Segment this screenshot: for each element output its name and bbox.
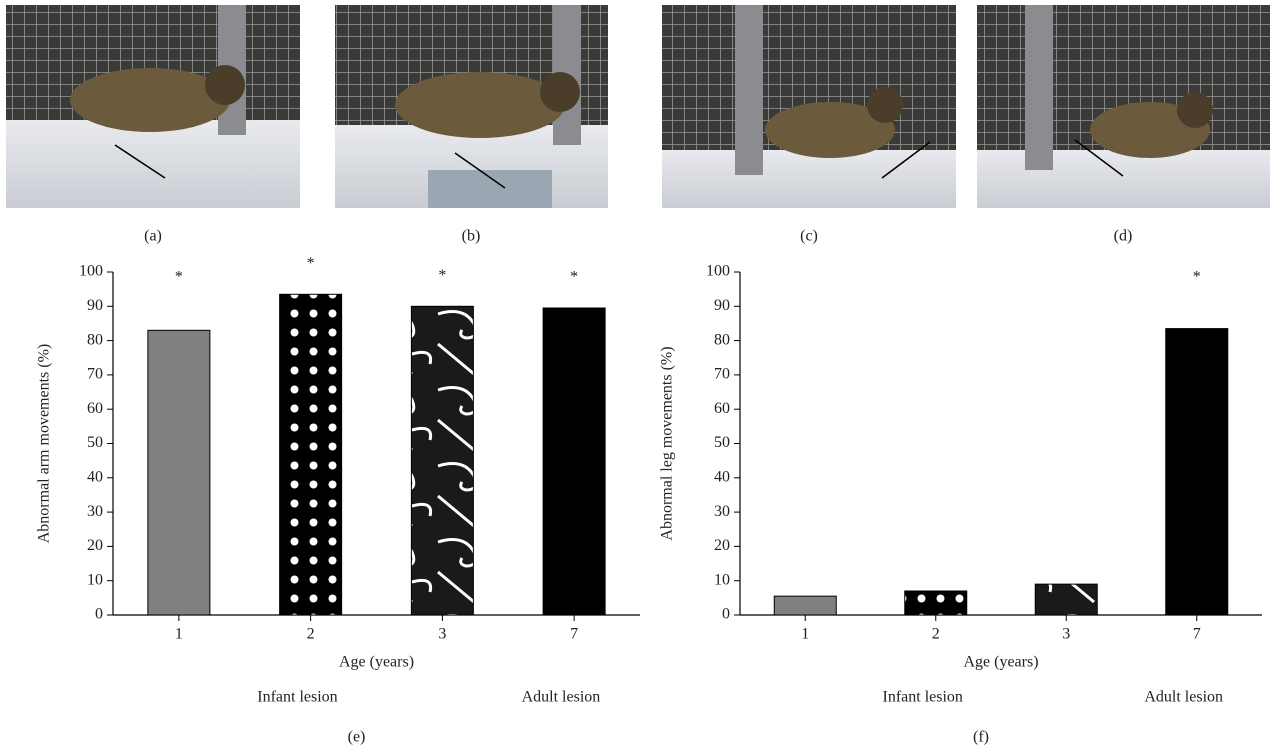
bar	[773, 595, 837, 616]
photo	[6, 5, 300, 208]
y-tick-label: 50	[87, 434, 103, 451]
x-tick-label: 7	[1193, 626, 1201, 643]
panel-label: (c)	[800, 228, 818, 245]
x-tick-label: 3	[438, 626, 446, 643]
photo	[662, 5, 956, 208]
group-label: Infant lesion	[882, 689, 962, 706]
y-tick-label: 70	[87, 366, 103, 383]
bar	[904, 590, 968, 616]
group-label: Infant lesion	[257, 689, 337, 706]
y-tick-label: 0	[95, 606, 103, 623]
x-tick-label: 3	[1062, 626, 1070, 643]
y-tick-label: 40	[714, 468, 730, 485]
x-tick-label: 7	[570, 626, 578, 643]
y-tick-label: 100	[706, 263, 730, 280]
x-tick-label: 2	[932, 626, 940, 643]
x-axis-label: Age (years)	[339, 654, 414, 671]
group-label: Adult lesion	[522, 689, 601, 706]
y-tick-label: 10	[714, 571, 730, 588]
y-tick-label: 90	[714, 297, 730, 314]
y-tick-label: 30	[714, 503, 730, 520]
y-tick-label: 0	[722, 606, 730, 623]
group-label: Adult lesion	[1144, 689, 1223, 706]
panel-label: (f)	[973, 729, 989, 746]
bar	[542, 307, 606, 616]
panel-label: (e)	[348, 729, 366, 746]
y-tick-label: 80	[87, 331, 103, 348]
annotation: *	[307, 255, 315, 272]
annotation: *	[570, 269, 578, 286]
y-tick-label: 60	[714, 400, 730, 417]
y-tick-label: 40	[87, 468, 103, 485]
x-tick-label: 1	[801, 626, 809, 643]
annotation: *	[438, 267, 446, 284]
y-tick-label: 90	[87, 297, 103, 314]
panel-label: (a)	[144, 228, 162, 245]
annotation: *	[1193, 269, 1201, 286]
bar	[1034, 583, 1098, 616]
bar	[147, 329, 211, 616]
y-tick-label: 10	[87, 571, 103, 588]
y-tick-label: 70	[714, 366, 730, 383]
y-tick-label: 80	[714, 331, 730, 348]
x-tick-label: 1	[175, 626, 183, 643]
bar	[279, 293, 343, 616]
annotation: *	[175, 269, 183, 286]
y-tick-label: 60	[87, 400, 103, 417]
y-tick-label: 20	[87, 537, 103, 554]
bar	[1165, 328, 1229, 616]
panel-label: (d)	[1114, 228, 1133, 245]
y-tick-label: 20	[714, 537, 730, 554]
photo	[977, 5, 1270, 208]
photo	[335, 5, 608, 208]
y-tick-label: 100	[79, 263, 103, 280]
y-tick-label: 30	[87, 503, 103, 520]
x-tick-label: 2	[307, 626, 315, 643]
y-axis-label: Abnormal arm movements (%)	[36, 344, 53, 544]
bar	[410, 305, 474, 616]
x-axis-label: Age (years)	[963, 654, 1038, 671]
panel-label: (b)	[462, 228, 481, 245]
y-tick-label: 50	[714, 434, 730, 451]
y-axis-label: Abnormal leg movements (%)	[659, 346, 676, 540]
